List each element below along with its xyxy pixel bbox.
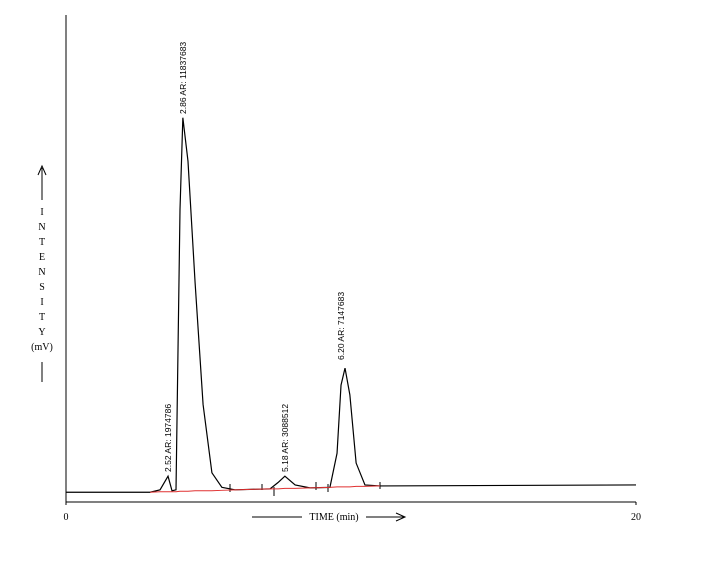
trace bbox=[150, 485, 381, 493]
peak-annotation: 5.18 AR: 3088512 bbox=[280, 404, 290, 472]
x-tick-label: 0 bbox=[64, 512, 69, 523]
y-axis-unit: (mV) bbox=[31, 342, 53, 353]
peak-annotation: 6.20 AR: 7147683 bbox=[336, 292, 346, 360]
x-axis-label: TIME (min) bbox=[309, 512, 358, 523]
y-arrow-head bbox=[37, 164, 47, 176]
peak-annotation: 2.52 AR: 1974786 bbox=[163, 404, 173, 472]
y-axis-label: INTENSITY bbox=[37, 207, 48, 342]
x-tick-label: 20 bbox=[631, 512, 641, 523]
peak-annotation: 2.86 AR: 11837683 bbox=[178, 42, 188, 114]
x-arrow-head bbox=[395, 512, 407, 522]
